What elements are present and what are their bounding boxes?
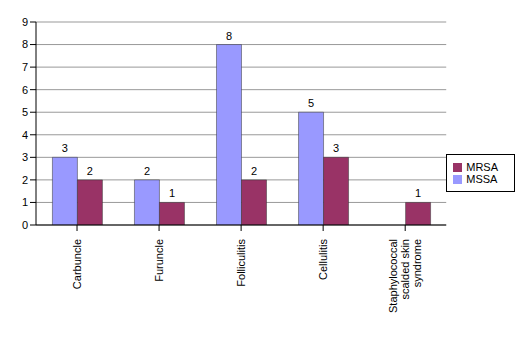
svg-text:9: 9: [22, 16, 28, 28]
svg-text:2: 2: [87, 165, 93, 177]
svg-text:5: 5: [22, 106, 28, 118]
svg-text:3: 3: [333, 142, 339, 154]
svg-text:Staphylococcal: Staphylococcal: [387, 239, 399, 313]
svg-text:syndrome: syndrome: [411, 239, 423, 287]
svg-text:8: 8: [22, 38, 28, 50]
svg-text:5: 5: [308, 97, 314, 109]
html-text:MSSA: MSSA: [466, 172, 498, 185]
svg-text:7: 7: [22, 61, 28, 73]
html-text:MRSA: MRSA: [466, 160, 498, 173]
svg-text:1: 1: [169, 187, 175, 199]
svg-text:Folliculitis: Folliculitis: [235, 239, 247, 287]
svg-text:4: 4: [22, 129, 28, 141]
svg-text:2: 2: [144, 165, 150, 177]
svg-text:2: 2: [251, 165, 257, 177]
svg-text:1: 1: [415, 187, 421, 199]
svg-text:scalded skin: scalded skin: [399, 239, 411, 300]
svg-text:3: 3: [22, 151, 28, 163]
svg-text:1: 1: [22, 196, 28, 208]
svg-text:Carbuncle: Carbuncle: [71, 239, 83, 289]
svg-text:0: 0: [22, 219, 28, 231]
svg-text:Furuncle: Furuncle: [153, 239, 165, 282]
svg-text:2: 2: [22, 174, 28, 186]
svg-text:Cellulitis: Cellulitis: [317, 239, 329, 280]
svg-text:3: 3: [62, 142, 68, 154]
svg-text:8: 8: [226, 30, 232, 42]
svg-text:6: 6: [22, 84, 28, 96]
